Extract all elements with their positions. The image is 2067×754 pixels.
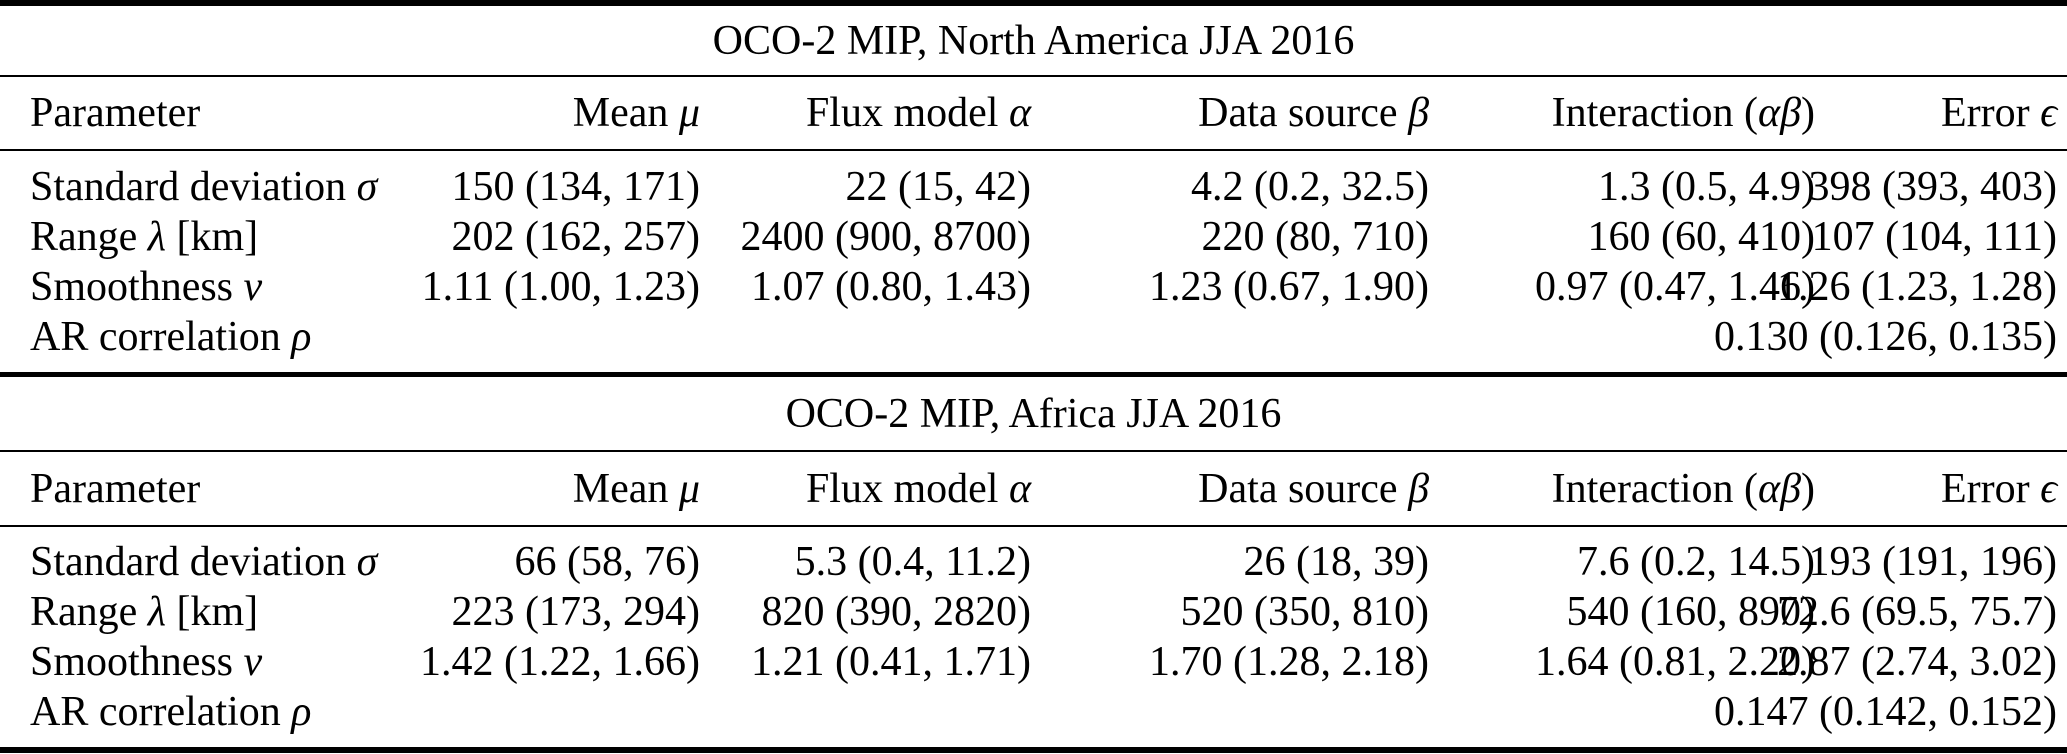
value-cell: 72.6 (69.5, 75.7) — [1777, 589, 2057, 635]
column-header-error: Error ϵ — [1940, 465, 2057, 512]
value-cell: 1.07 (0.80, 1.43) — [751, 264, 1031, 310]
value-cell: 22 (15, 42) — [845, 164, 1031, 210]
table-row: AR correlation ρ 0.130 (0.126, 0.135) — [0, 312, 2067, 362]
table-row: Standard deviation σ 150 (134, 171) 22 (… — [0, 162, 2067, 212]
table2-title: OCO-2 MIP, Africa JJA 2016 — [0, 377, 2067, 450]
column-header-mean: Mean μ — [572, 90, 700, 136]
table1-top-rule — [0, 0, 2067, 6]
table1-title: OCO-2 MIP, North America JJA 2016 — [0, 6, 2067, 75]
value-cell: 1.23 (0.67, 1.90) — [1149, 264, 1429, 310]
value-cell: 220 (80, 710) — [1201, 214, 1429, 260]
value-cell: 107 (104, 111) — [1811, 214, 2057, 260]
row-label: Standard deviation σ — [30, 539, 378, 585]
column-header-interaction: Interaction (αβ) — [1551, 465, 1815, 512]
row-label: AR correlation ρ — [30, 689, 312, 735]
table1-header-rule — [0, 149, 2067, 151]
table1-header-row: Parameter Mean μ Flux model α Data sourc… — [0, 77, 2067, 149]
column-header-data-source: Data source β — [1198, 465, 1429, 512]
value-cell: 540 (160, 890) — [1566, 589, 1815, 635]
value-cell: 820 (390, 2820) — [761, 589, 1031, 635]
column-header-parameter: Parameter — [30, 90, 201, 136]
table1-body: Standard deviation σ 150 (134, 171) 22 (… — [0, 151, 2067, 372]
value-cell: 4.2 (0.2, 32.5) — [1191, 164, 1429, 210]
column-header-flux-model: Flux model α — [805, 90, 1031, 136]
table-row: Standard deviation σ 66 (58, 76) 5.3 (0.… — [0, 537, 2067, 587]
value-cell: 398 (393, 403) — [1808, 164, 2057, 210]
table-row: Range λ [km] 223 (173, 294) 820 (390, 28… — [0, 587, 2067, 637]
value-cell: 26 (18, 39) — [1243, 539, 1429, 585]
column-header-flux-model: Flux model α — [805, 465, 1031, 512]
column-header-parameter: Parameter — [30, 465, 201, 512]
column-header-error: Error ϵ — [1940, 90, 2057, 136]
row-label: Smoothness ν — [30, 264, 263, 310]
value-cell: 193 (191, 196) — [1808, 539, 2057, 585]
value-cell: 160 (60, 410) — [1587, 214, 1815, 260]
table1-title-text: OCO-2 MIP, North America JJA 2016 — [712, 17, 1355, 64]
value-cell: 1.42 (1.22, 1.66) — [420, 639, 700, 685]
row-label: AR correlation ρ — [30, 314, 312, 360]
table2-title-rule — [0, 450, 2067, 452]
value-cell: 7.6 (0.2, 14.5) — [1577, 539, 1815, 585]
value-cell: 0.97 (0.47, 1.46) — [1535, 264, 1815, 310]
value-cell: 2.87 (2.74, 3.02) — [1777, 639, 2057, 685]
column-header-mean: Mean μ — [572, 465, 700, 512]
column-header-interaction: Interaction (αβ) — [1551, 90, 1815, 136]
value-cell: 1.21 (0.41, 1.71) — [751, 639, 1031, 685]
table-row: AR correlation ρ 0.147 (0.142, 0.152) — [0, 687, 2067, 737]
value-cell: 1.26 (1.23, 1.28) — [1777, 264, 2057, 310]
value-cell: 202 (162, 257) — [451, 214, 700, 260]
column-header-data-source: Data source β — [1198, 90, 1429, 136]
value-cell: 1.3 (0.5, 4.9) — [1598, 164, 1815, 210]
value-cell: 1.64 (0.81, 2.20) — [1535, 639, 1815, 685]
value-cell: 66 (58, 76) — [514, 539, 700, 585]
value-cell: 520 (350, 810) — [1180, 589, 1429, 635]
table2-header-row: Parameter Mean μ Flux model α Data sourc… — [0, 452, 2067, 525]
table2-header-rule — [0, 525, 2067, 527]
value-cell: 1.70 (1.28, 2.18) — [1149, 639, 1429, 685]
table-separator-rule — [0, 372, 2067, 377]
value-cell: 223 (173, 294) — [451, 589, 700, 635]
row-label: Range λ [km] — [30, 214, 259, 260]
value-cell: 0.147 (0.142, 0.152) — [1714, 689, 2057, 735]
table2-title-text: OCO-2 MIP, Africa JJA 2016 — [785, 390, 1282, 437]
value-cell: 2400 (900, 8700) — [740, 214, 1031, 260]
table2-body: Standard deviation σ 66 (58, 76) 5.3 (0.… — [0, 527, 2067, 747]
table2-bottom-rule — [0, 747, 2067, 753]
table1-title-rule — [0, 75, 2067, 77]
value-cell: 150 (134, 171) — [451, 164, 700, 210]
table-row: Range λ [km] 202 (162, 257) 2400 (900, 8… — [0, 212, 2067, 262]
table-row: Smoothness ν 1.42 (1.22, 1.66) 1.21 (0.4… — [0, 637, 2067, 687]
value-cell: 5.3 (0.4, 11.2) — [794, 539, 1031, 585]
value-cell: 1.11 (1.00, 1.23) — [421, 264, 700, 310]
row-label: Standard deviation σ — [30, 164, 378, 210]
row-label: Range λ [km] — [30, 589, 259, 635]
row-label: Smoothness ν — [30, 639, 263, 685]
value-cell: 0.130 (0.126, 0.135) — [1714, 314, 2057, 360]
table-row: Smoothness ν 1.11 (1.00, 1.23) 1.07 (0.8… — [0, 262, 2067, 312]
